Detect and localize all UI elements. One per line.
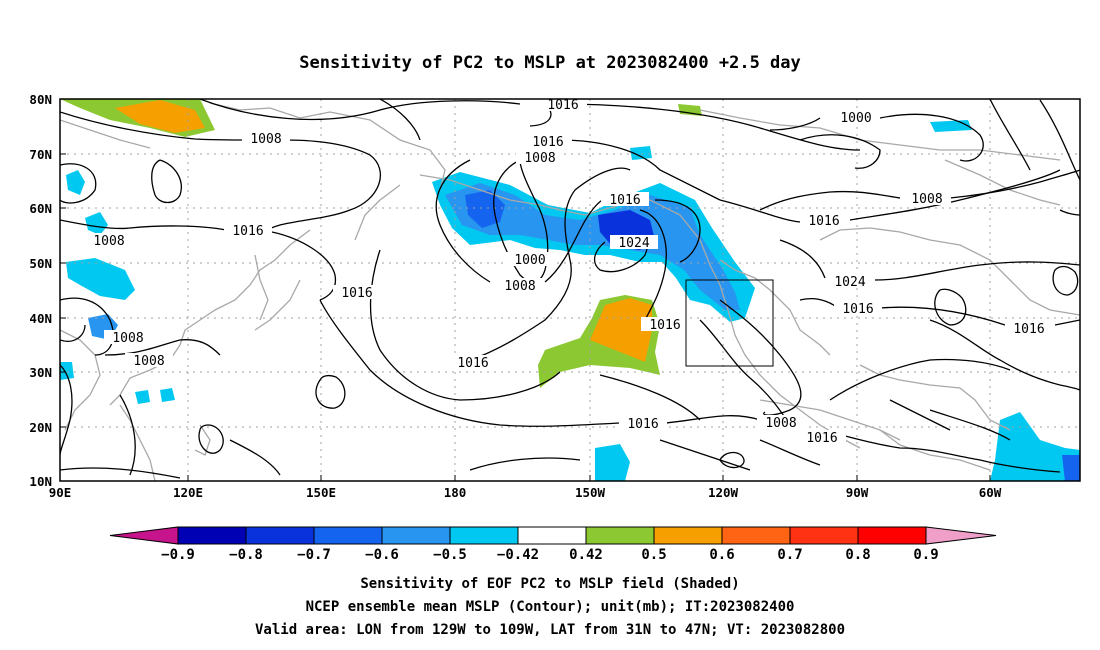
lat-label: 20N xyxy=(29,420,52,435)
contour-label: 1016 xyxy=(547,98,578,113)
negative-blob-1 xyxy=(66,170,85,195)
contour-label: 1008 xyxy=(133,354,164,369)
colorbar-segment xyxy=(585,526,655,545)
caption-line-3: Valid area: LON from 129W to 109W, LAT f… xyxy=(255,622,845,638)
lat-axis: 80N 70N 60N 50N 40N 30N 20N 10N xyxy=(29,92,66,489)
colorbar-segment xyxy=(653,526,723,545)
contour-label: 1016 xyxy=(341,286,372,301)
lat-label: 60N xyxy=(29,201,52,216)
colorbar-segment xyxy=(449,526,519,545)
caption-line-1: Sensitivity of EOF PC2 to MSLP field (Sh… xyxy=(360,576,739,592)
colorbar-segment xyxy=(789,526,859,545)
lat-label: 50N xyxy=(29,256,52,271)
positive-core-central-pacific xyxy=(590,298,652,362)
lon-label: 120E xyxy=(173,485,203,500)
negative-core-11 xyxy=(1062,455,1080,481)
contour-label: 1000 xyxy=(514,253,545,268)
contour-label: 1016 xyxy=(232,224,263,239)
negative-blob-11 xyxy=(990,412,1080,481)
colorbar-segment xyxy=(245,526,315,545)
negative-blob-10 xyxy=(630,146,652,160)
colorbar-segment xyxy=(721,526,791,545)
lon-label: 90E xyxy=(49,485,72,500)
contour-label: 1024 xyxy=(834,275,865,290)
lat-label: 80N xyxy=(29,92,52,107)
colorbar-tick-label: 0.8 xyxy=(845,547,870,563)
caption-line-2: NCEP ensemble mean MSLP (Contour); unit(… xyxy=(306,599,795,615)
colorbar-tick-label: 0.5 xyxy=(641,547,666,563)
lon-label: 60W xyxy=(979,485,1002,500)
negative-blob-3 xyxy=(66,258,135,300)
contour-label: 1016 xyxy=(842,302,873,317)
mslp-contours xyxy=(60,99,1080,479)
contour-label: 1008 xyxy=(250,132,281,147)
negative-mid-bering xyxy=(445,183,740,310)
colorbar-tick-label: 0.7 xyxy=(777,547,802,563)
map-panel: 1016 1008 1016 1008 1016 1000 1008 1016 … xyxy=(60,98,1080,481)
coastlines xyxy=(60,102,1080,481)
contour-label: 1008 xyxy=(112,331,143,346)
contour-label: 1016 xyxy=(532,135,563,150)
lat-label: 10N xyxy=(29,474,52,489)
lon-label: 90W xyxy=(846,485,869,500)
negative-blob-6 xyxy=(135,390,150,404)
positive-core-siberia xyxy=(115,100,205,133)
lat-lon-grid xyxy=(60,99,1080,481)
lon-label: 180 xyxy=(444,485,467,500)
colorbar-tick-label: −0.8 xyxy=(229,547,263,563)
contour-label: 1008 xyxy=(93,234,124,249)
contour-label: 1016 xyxy=(1013,322,1044,337)
lon-axis: 90E 120E 150E 180 150W 120W 90W 60W xyxy=(49,475,1002,500)
colorbar-tick-label: −0.6 xyxy=(365,547,399,563)
colorbar-segment xyxy=(313,526,383,545)
negative-blob-8 xyxy=(595,444,630,481)
contour-label: 1016 xyxy=(806,431,837,446)
negative-blob-7 xyxy=(160,388,175,402)
contour-label: 1016 xyxy=(808,214,839,229)
contour-label: 1016 xyxy=(457,356,488,371)
contour-label: 1016 xyxy=(609,193,640,208)
colorbar-tick-label: −0.5 xyxy=(433,547,467,563)
positive-blob-alaska xyxy=(678,104,702,116)
colorbar-high-arrow xyxy=(925,526,997,545)
colorbar-tick-label: −0.9 xyxy=(161,547,195,563)
lon-label: 150E xyxy=(306,485,336,500)
colorbar-tick-label: −0.42 xyxy=(497,547,539,563)
lon-label: 120W xyxy=(708,485,739,500)
negative-core-bering xyxy=(465,190,505,228)
colorbar-tick-label: 0.6 xyxy=(709,547,734,563)
contour-label: 1016 xyxy=(649,318,680,333)
negative-blob-9 xyxy=(930,120,972,132)
colorbar-segment xyxy=(381,526,451,545)
map-frame xyxy=(59,98,1081,482)
colorbar-segment xyxy=(857,526,927,545)
colorbar-low-arrow xyxy=(109,526,179,545)
colorbar: −0.9 −0.8 −0.7 −0.6 −0.5 −0.42 0.42 0.5 0.6 0.7 0.… xyxy=(109,526,997,563)
contour-label: 1016 xyxy=(627,417,658,432)
lat-label: 70N xyxy=(29,147,52,162)
negative-blob-2 xyxy=(85,212,108,235)
lat-label: 30N xyxy=(29,365,52,380)
colorbar-tick-label: −0.7 xyxy=(297,547,331,563)
colorbar-segment xyxy=(177,526,247,545)
colorbar-tick-label: 0.9 xyxy=(913,547,938,563)
contour-label: 1008 xyxy=(524,151,555,166)
contour-labels: 1016 1008 1016 1008 1016 1000 1008 1016 … xyxy=(85,98,1053,446)
negative-blob-5 xyxy=(60,362,74,380)
contour-label: 1000 xyxy=(840,111,871,126)
colorbar-segment xyxy=(517,526,587,545)
contour-label: 1008 xyxy=(765,416,796,431)
colorbar-tick-label: 0.42 xyxy=(569,547,603,563)
contour-label: 1024 xyxy=(618,236,649,251)
lat-label: 40N xyxy=(29,311,52,326)
valid-area-box xyxy=(685,279,774,367)
contour-label: 1008 xyxy=(504,279,535,294)
figure-title: Sensitivity of PC2 to MSLP at 2023082400… xyxy=(299,53,801,73)
shaded-sensitivity xyxy=(60,99,1080,481)
contour-label: 1008 xyxy=(911,192,942,207)
lon-label: 150W xyxy=(575,485,606,500)
